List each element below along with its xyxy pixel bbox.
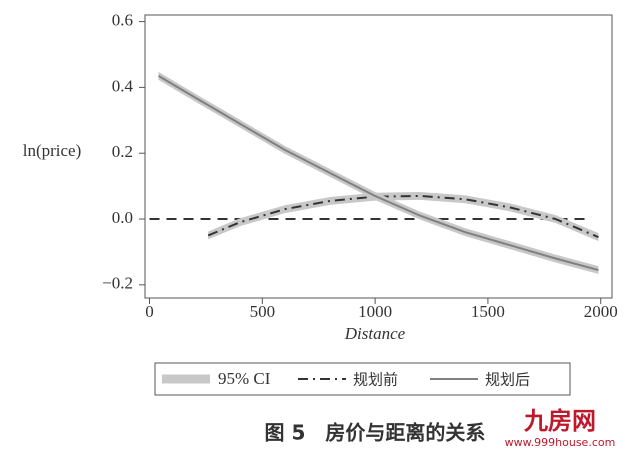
y-tick-label: 0.4 <box>112 76 134 95</box>
ci-band <box>158 71 599 274</box>
x-tick-label: 0 <box>145 302 154 321</box>
plot-frame <box>144 14 613 299</box>
x-tick-label: 2000 <box>584 302 618 321</box>
x-axis-label: Distance <box>344 324 406 343</box>
y-axis-label: ln(price) <box>23 141 82 160</box>
y-tick-label: 0.6 <box>112 10 133 29</box>
series-line <box>158 75 599 271</box>
y-tick-label: 0.0 <box>112 208 133 227</box>
x-tick-label: 1500 <box>471 302 505 321</box>
watermark-url: www.999house.com <box>505 436 616 449</box>
legend-label: 规划前 <box>353 371 398 389</box>
caption: 图 5 房价与距离的关系 <box>265 421 486 445</box>
legend-label: 95% CI <box>218 369 271 388</box>
legend-box <box>154 362 571 396</box>
ci-band <box>208 192 599 242</box>
y-tick-label: 0.2 <box>112 142 133 161</box>
legend-label: 规划后 <box>485 371 530 389</box>
series-line <box>207 194 599 239</box>
watermark: 九房网 <box>523 407 596 435</box>
y-tick-label: −0.2 <box>102 274 133 293</box>
x-tick-label: 500 <box>250 302 276 321</box>
x-tick-label: 1000 <box>358 302 392 321</box>
